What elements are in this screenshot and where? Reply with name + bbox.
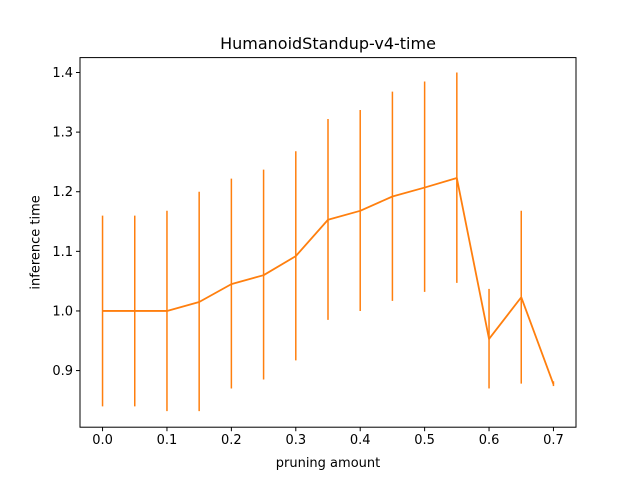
- y-axis-label: inference time: [29, 195, 44, 289]
- y-tick-label: 1.1: [52, 245, 73, 260]
- plot-frame: [79, 57, 577, 428]
- x-tick-label: 0.6: [479, 433, 500, 448]
- y-tick-label: 0.9: [52, 364, 73, 379]
- chart-title: HumanoidStandup-v4-time: [220, 34, 436, 53]
- x-tick-label: 0.1: [157, 433, 178, 448]
- y-axis: 0.9 1.0 1.1 1.2 1.3 1.4: [52, 66, 80, 379]
- x-tick-label: 0.3: [285, 433, 306, 448]
- y-tick-label: 1.4: [52, 66, 73, 81]
- y-tick-label: 1.0: [52, 304, 73, 319]
- x-axis-label: pruning amount: [276, 456, 380, 471]
- x-tick-label: 0.5: [414, 433, 435, 448]
- x-tick-label: 0.0: [92, 433, 113, 448]
- x-tick-label: 0.4: [350, 433, 371, 448]
- y-tick-label: 1.3: [52, 126, 73, 141]
- x-tick-label: 0.2: [221, 433, 242, 448]
- series-line: [102, 177, 555, 385]
- x-tick-label: 0.7: [543, 433, 564, 448]
- plot-area: [101, 72, 555, 412]
- y-tick-label: 1.2: [52, 185, 73, 200]
- x-axis: 0.0 0.1 0.2 0.3 0.4 0.5 0.6 0.7: [92, 427, 564, 448]
